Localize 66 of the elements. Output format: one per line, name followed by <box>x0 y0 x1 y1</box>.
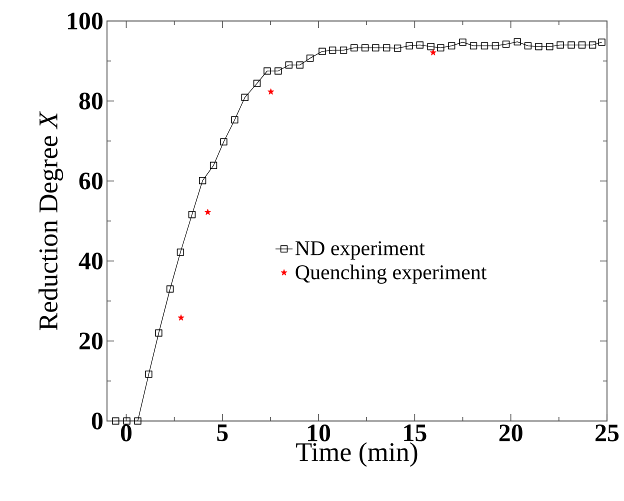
point <box>394 44 402 52</box>
point <box>524 42 532 50</box>
point <box>155 329 162 337</box>
point <box>361 44 369 52</box>
point <box>340 46 348 54</box>
x-tick-label: 15 <box>404 424 426 442</box>
point <box>231 116 238 124</box>
point <box>176 248 184 256</box>
point <box>492 42 500 50</box>
point <box>430 49 436 56</box>
point <box>318 48 326 55</box>
point <box>459 38 466 46</box>
point <box>514 38 521 46</box>
y-tick-label: 60 <box>79 172 103 190</box>
legend-label: Quenching experiment <box>296 264 487 284</box>
x-tick-label: 5 <box>217 424 228 442</box>
point <box>598 38 606 46</box>
point <box>328 46 336 54</box>
y-axis-title: Reduction Degree X <box>38 111 64 330</box>
point <box>383 44 390 52</box>
point <box>241 94 248 101</box>
point <box>285 61 293 69</box>
point <box>470 42 478 50</box>
point <box>274 67 282 75</box>
x-tick-label: 10 <box>308 424 330 442</box>
point <box>264 67 271 75</box>
point <box>588 41 596 49</box>
point <box>535 42 542 50</box>
x-tick-label: 0 <box>120 424 132 442</box>
point <box>188 211 196 218</box>
point <box>145 370 152 378</box>
x-tick-label: 20 <box>499 424 522 442</box>
point <box>546 42 554 50</box>
x-tick-label: 25 <box>596 424 619 442</box>
point <box>210 162 218 169</box>
point <box>268 88 274 95</box>
y-tick-label: 0 <box>92 412 103 430</box>
point <box>406 42 413 50</box>
point <box>220 138 228 146</box>
point <box>350 44 358 52</box>
point <box>178 314 184 321</box>
point <box>204 208 212 215</box>
point <box>578 41 586 49</box>
point <box>437 44 444 52</box>
point <box>556 41 564 49</box>
y-tick-label: 80 <box>79 92 103 110</box>
point <box>480 42 488 50</box>
point <box>134 417 142 425</box>
point <box>253 80 261 87</box>
point <box>198 177 206 184</box>
x-axis-title: Time (min) <box>296 442 418 467</box>
point <box>502 40 510 48</box>
point <box>123 417 130 425</box>
point <box>427 42 434 50</box>
point <box>166 285 174 293</box>
point <box>416 41 424 49</box>
y-tick-label: 20 <box>80 332 103 350</box>
point <box>448 42 456 50</box>
point <box>112 417 120 425</box>
y-tick-label: 100 <box>68 12 103 30</box>
point <box>306 54 314 62</box>
legend-label: ND experiment <box>295 241 425 260</box>
point <box>296 61 304 69</box>
point <box>568 41 575 49</box>
y-tick-label: 40 <box>78 252 103 270</box>
point <box>372 44 380 52</box>
